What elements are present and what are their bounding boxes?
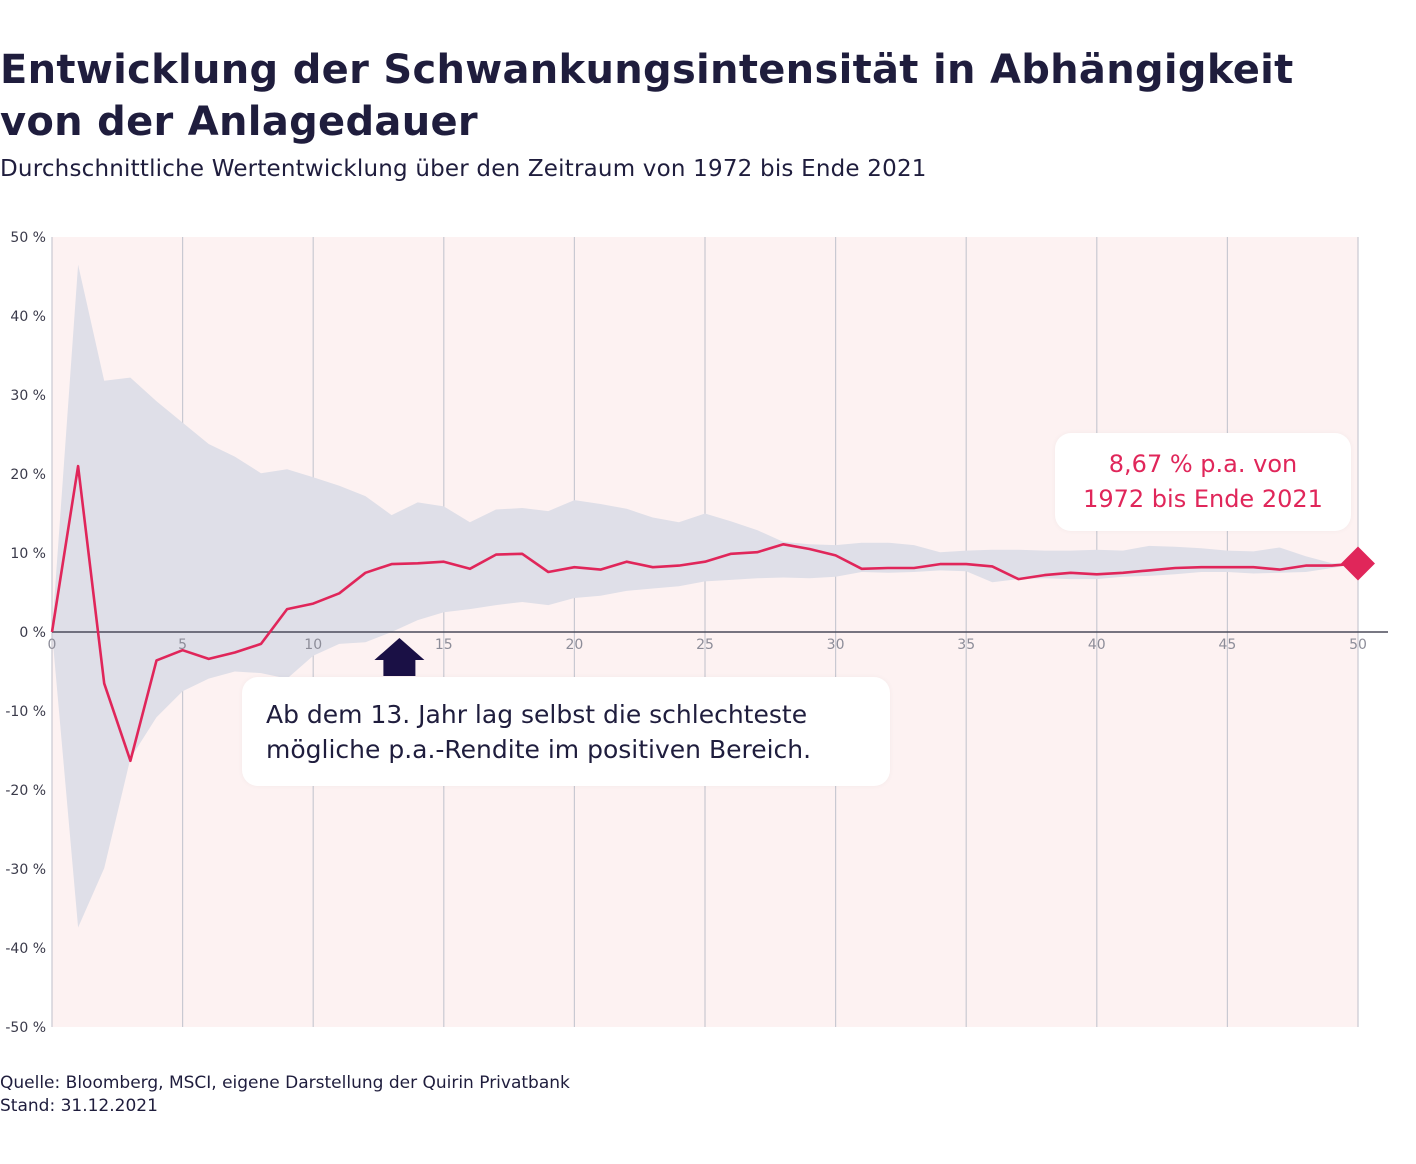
end-value-text-line-2: 1972 bis Ende 2021 [1083,485,1323,513]
y-tick-label: 30 % [10,388,46,404]
date-note: Stand: 31.12.2021 [0,1096,158,1116]
y-tick-label: -40 % [5,941,46,957]
year13-text-line-1: Ab dem 13. Jahr lag selbst die schlechte… [266,699,808,729]
x-tick-label: 0 [48,637,57,653]
range-band [52,264,1358,928]
x-tick-label: 20 [565,637,583,653]
y-tick-label: 40 % [10,309,46,325]
y-tick-label: 20 % [10,467,46,483]
average-return-line [50,464,1359,763]
year13-callout: Ab dem 13. Jahr lag selbst die schlechte… [242,677,890,786]
chart-title: Entwicklung der Schwankungsintensität in… [0,44,1400,148]
y-tick-label: 50 % [10,230,46,246]
y-tick-label: -50 % [5,1020,46,1036]
end-value-marker [1341,546,1375,581]
y-tick-label: -10 % [5,704,46,720]
y-tick-label: -20 % [5,783,46,799]
end-value-text-line-1: 8,67 % p.a. von [1108,450,1298,478]
x-tick-label: 35 [957,637,975,653]
x-tick-label: 30 [827,637,845,653]
chart-title-line-2: von der Anlagedauer [0,99,478,145]
year13-arrow-icon [374,638,425,676]
y-tick-label: -30 % [5,862,46,878]
x-tick-label: 5 [178,637,187,653]
y-tick-label: 10 % [10,546,46,562]
x-tick-label: 50 [1349,637,1367,653]
year13-text-line-2: mögliche p.a.-Rendite im positiven Berei… [266,734,812,764]
x-tick-label: 45 [1218,637,1236,653]
y-tick-label: 0 % [19,625,46,641]
x-tick-label: 40 [1088,637,1106,653]
x-tick-label: 10 [304,637,322,653]
source-note: Quelle: Bloomberg, MSCI, eigene Darstell… [0,1073,570,1093]
end-value-callout: 8,67 % p.a. von 1972 bis Ende 2021 [1055,433,1351,531]
chart-subtitle: Durchschnittliche Wertentwicklung über d… [0,156,927,182]
footer: Quelle: Bloomberg, MSCI, eigene Darstell… [0,1072,570,1118]
x-tick-labels: 0 5 10 15 20 25 30 35 40 45 50 [48,637,1367,653]
x-tick-label: 15 [435,637,453,653]
x-tick-label: 25 [696,637,714,653]
chart-title-line-1: Entwicklung der Schwankungsintensität in… [0,47,1294,93]
y-tick-labels: 50 % 40 % 30 % 20 % 10 % 0 % -10 % -20 % -30 % -4… [5,230,46,1036]
